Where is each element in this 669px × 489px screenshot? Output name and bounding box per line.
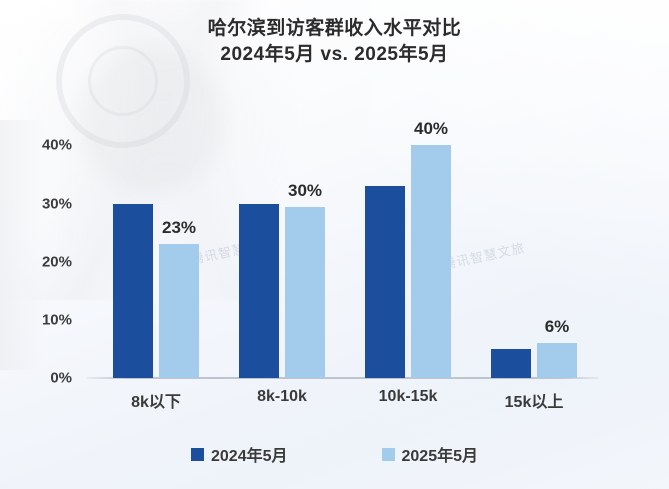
y-axis-tick-20: 20% bbox=[41, 253, 72, 271]
y-axis-tick-40: 40% bbox=[41, 136, 72, 154]
legend-swatch-icon bbox=[381, 447, 395, 461]
y-axis-tick-0: 0% bbox=[50, 369, 72, 387]
bar-2024年5月-8k以下[interactable] bbox=[113, 203, 153, 378]
data-label-15k以上: 6% bbox=[544, 317, 570, 337]
bar-2024年5月-8k-10k[interactable] bbox=[239, 203, 279, 378]
bar-group: 30% bbox=[239, 128, 325, 378]
x-axis-tick-8k以下: 8k以下 bbox=[131, 394, 181, 411]
plot-area: 23% 30% 40% 6% bbox=[87, 119, 599, 379]
x-axis-tick-15k以上: 15k以上 bbox=[504, 394, 564, 411]
chart-legend: 2024年5月 2025年5月 bbox=[0, 442, 669, 466]
bar-2025年5月-10k-15k[interactable] bbox=[411, 145, 451, 378]
legend-item-2025年5月[interactable]: 2025年5月 bbox=[381, 442, 479, 466]
legend-label: 2024年5月 bbox=[211, 448, 288, 465]
x-axis-tick-10k-15k: 10k-15k bbox=[378, 388, 438, 405]
y-axis-tick-10: 10% bbox=[41, 311, 72, 329]
x-axis-labels: 8k以下 8k-10k 10k-15k 15k以上 bbox=[93, 388, 597, 418]
legend-label: 2025年5月 bbox=[401, 448, 479, 465]
chart-title: 哈尔滨到访客群收入水平对比 2024年5月 vs. 2025年5月 bbox=[0, 16, 669, 68]
bar-2024年5月-10k-15k[interactable] bbox=[365, 186, 405, 378]
background-clock-tower-icon bbox=[56, 14, 190, 148]
legend-item-2024年5月[interactable]: 2024年5月 bbox=[191, 442, 288, 466]
bar-2025年5月-15k以上[interactable] bbox=[537, 343, 577, 378]
chart-title-line2: 2024年5月 vs. 2025年5月 bbox=[220, 44, 449, 65]
y-axis-tick-30: 30% bbox=[41, 195, 72, 213]
x-axis-tick-8k-10k: 8k-10k bbox=[257, 388, 307, 405]
bar-2025年5月-8k-10k[interactable] bbox=[285, 206, 325, 378]
legend-swatch-icon bbox=[191, 447, 204, 461]
bar-group: 23% bbox=[113, 128, 199, 378]
data-label-10k-15k: 40% bbox=[413, 119, 449, 139]
bar-2024年5月-15k以上[interactable] bbox=[491, 348, 531, 378]
chart-title-line1: 哈尔滨到访客群收入水平对比 bbox=[207, 18, 462, 39]
data-label-8k以下: 23% bbox=[161, 218, 197, 238]
bar-group: 40% bbox=[365, 119, 451, 378]
data-label-8k-10k: 30% bbox=[287, 180, 323, 200]
bar-2025年5月-8k以下[interactable] bbox=[159, 244, 199, 378]
bar-group: 6% bbox=[491, 128, 577, 378]
y-axis-labels: 0% 10% 20% 30% 40% bbox=[0, 128, 86, 387]
x-axis-line bbox=[87, 377, 599, 379]
background-column-texture bbox=[0, 120, 44, 370]
